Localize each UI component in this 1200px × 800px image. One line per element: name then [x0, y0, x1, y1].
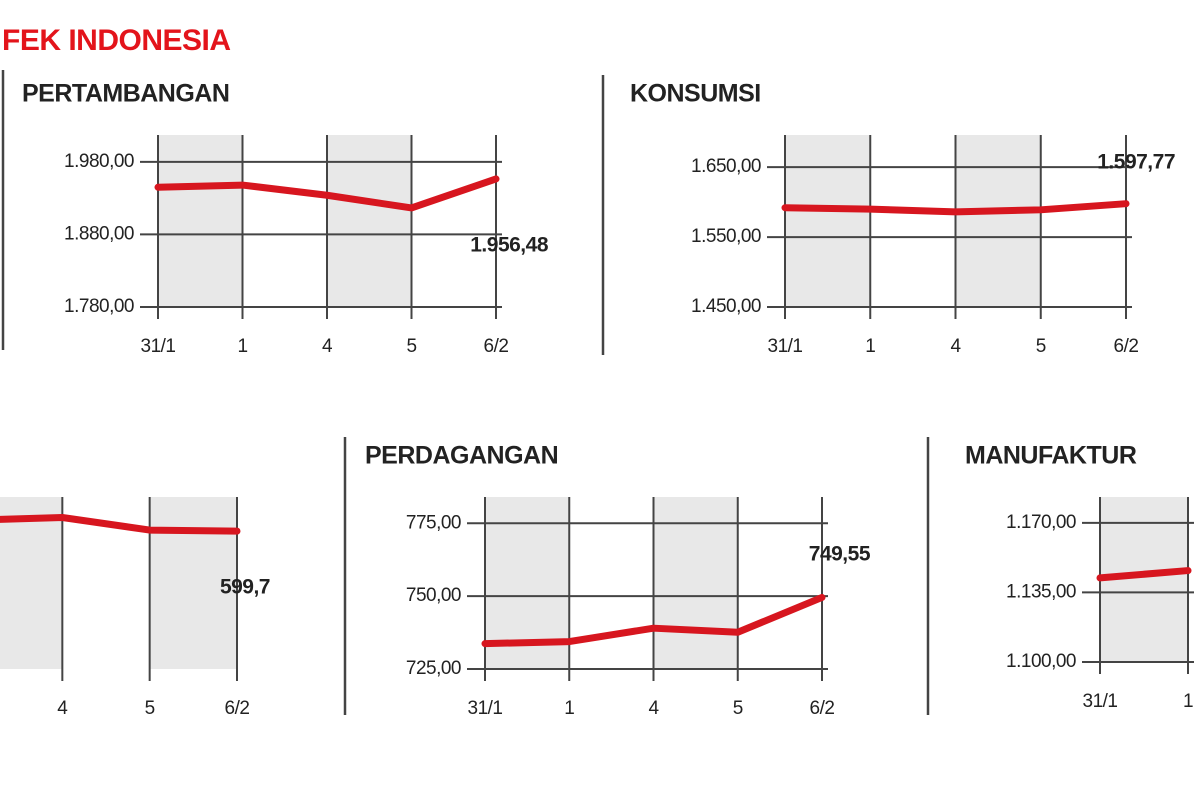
x-tick-label: 1 [564, 698, 574, 719]
x-tick-label: 5 [1036, 336, 1046, 357]
x-tick-label: 1 [865, 336, 875, 357]
x-tick-label: 5 [406, 336, 416, 357]
y-tick-label: 1.650,00 [691, 156, 761, 177]
y-tick-label: 725,00 [406, 658, 461, 679]
value-label: 1.597,77 [1097, 151, 1175, 174]
x-tick-label: 1 [237, 336, 247, 357]
value-label: 599,7 [220, 576, 270, 599]
x-tick-label: 4 [950, 336, 961, 357]
x-tick-label: 5 [145, 698, 155, 719]
y-tick-label: 1.450,00 [691, 296, 761, 317]
x-tick-label: 4 [57, 698, 68, 719]
chart-title: PERTAMBANGAN [22, 80, 229, 108]
y-tick-label: 1.780,00 [64, 296, 134, 317]
band [327, 135, 412, 307]
chart-title: KONSUMSI [630, 80, 761, 108]
x-tick-label: 4 [648, 698, 659, 719]
y-tick-label: 1.980,00 [64, 151, 134, 172]
x-tick-label: 6/2 [810, 698, 835, 719]
band [0, 497, 63, 669]
x-tick-label: 31/1 [141, 336, 176, 357]
chart-title: MANUFAKTUR [965, 442, 1137, 470]
band [158, 135, 243, 307]
x-tick-label: 6/2 [1114, 336, 1139, 357]
y-tick-label: 1.135,00 [1006, 581, 1076, 602]
main-title: FEK INDONESIA [2, 24, 231, 57]
x-tick-label: 31/1 [1083, 691, 1118, 712]
band [785, 135, 871, 307]
value-label: 749,55 [809, 543, 871, 566]
y-tick-label: 1.100,00 [1006, 651, 1076, 672]
x-tick-label: 6/2 [484, 336, 509, 357]
chart-title: PERDAGANGAN [365, 442, 558, 470]
y-tick-label: 750,00 [406, 585, 461, 606]
x-tick-label: 31/1 [468, 698, 503, 719]
line [481, 593, 826, 648]
value-label: 1.956,48 [470, 234, 549, 257]
x-tick-label: 6/2 [225, 698, 250, 719]
x-tick-label: 31/1 [768, 336, 803, 357]
line [781, 200, 1130, 216]
y-tick-label: 1.880,00 [64, 223, 134, 244]
x-tick-label: 4 [322, 336, 333, 357]
y-tick-label: 775,00 [406, 512, 461, 533]
line [154, 175, 500, 212]
x-tick-label: 1 [1183, 691, 1193, 712]
band [149, 497, 237, 669]
line [0, 514, 241, 535]
line [1096, 567, 1192, 582]
y-tick-label: 1.550,00 [691, 226, 761, 247]
band [653, 497, 738, 669]
band [955, 135, 1041, 307]
x-tick-label: 5 [733, 698, 743, 719]
y-tick-label: 1.170,00 [1006, 512, 1076, 533]
